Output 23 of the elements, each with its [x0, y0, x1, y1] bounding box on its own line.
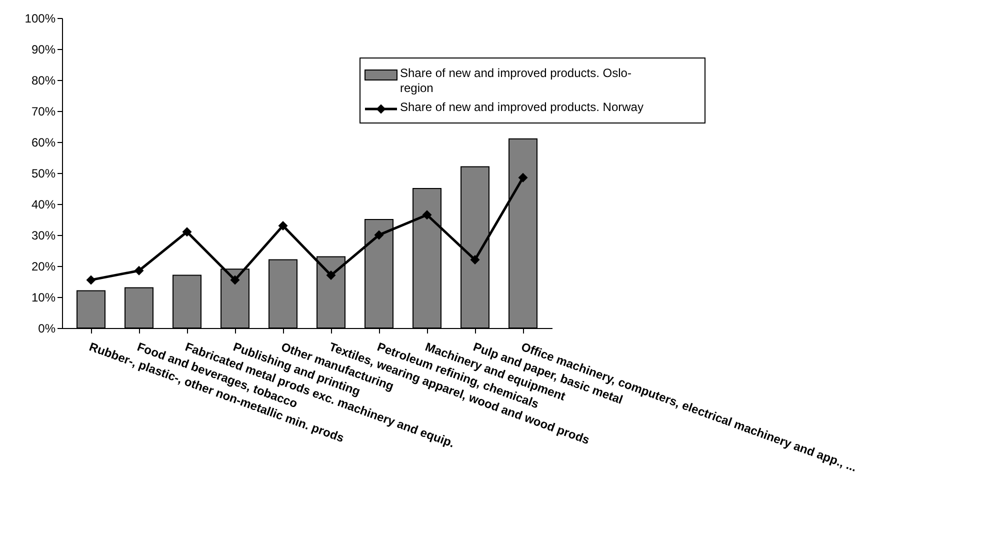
point [182, 227, 192, 237]
point [470, 255, 480, 265]
point [374, 230, 384, 240]
point [422, 210, 432, 220]
y-tick-label: 0% [38, 322, 56, 336]
y-tick-label: 20% [31, 260, 56, 274]
y-tick-label: 60% [31, 136, 56, 150]
point [518, 172, 528, 182]
y-tick-label: 90% [31, 42, 56, 56]
legend-label: Share of new and improved products. Norway [400, 100, 644, 114]
y-tick-label: 30% [31, 228, 56, 242]
point [278, 220, 288, 230]
legend-label: Share of new and improved products. Oslo-region [400, 66, 632, 95]
y-tick-label: 40% [31, 198, 56, 212]
point [86, 275, 96, 285]
y-tick-label: 50% [31, 166, 56, 180]
y-tick-label: 100% [24, 12, 56, 26]
y-tick-label: 70% [31, 104, 56, 118]
y-tick-label: 10% [31, 290, 56, 304]
y-tick-label: 80% [31, 74, 56, 88]
point [326, 270, 336, 280]
point [230, 275, 240, 285]
point [134, 266, 144, 276]
